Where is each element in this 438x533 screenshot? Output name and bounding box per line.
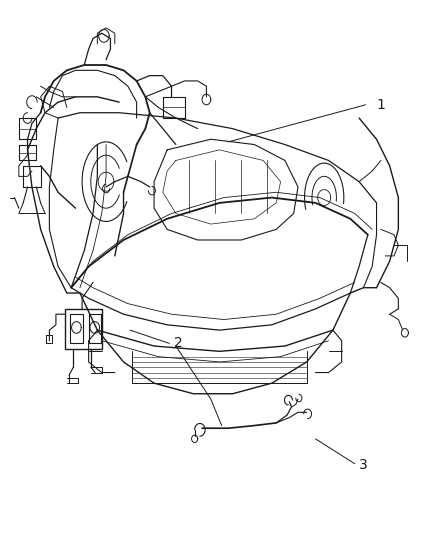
Bar bbox=[88, 314, 101, 343]
Bar bbox=[64, 309, 102, 349]
Text: 1: 1 bbox=[376, 98, 385, 112]
Bar bbox=[70, 314, 82, 343]
Text: 2: 2 bbox=[173, 336, 182, 350]
Text: 3: 3 bbox=[358, 458, 367, 472]
